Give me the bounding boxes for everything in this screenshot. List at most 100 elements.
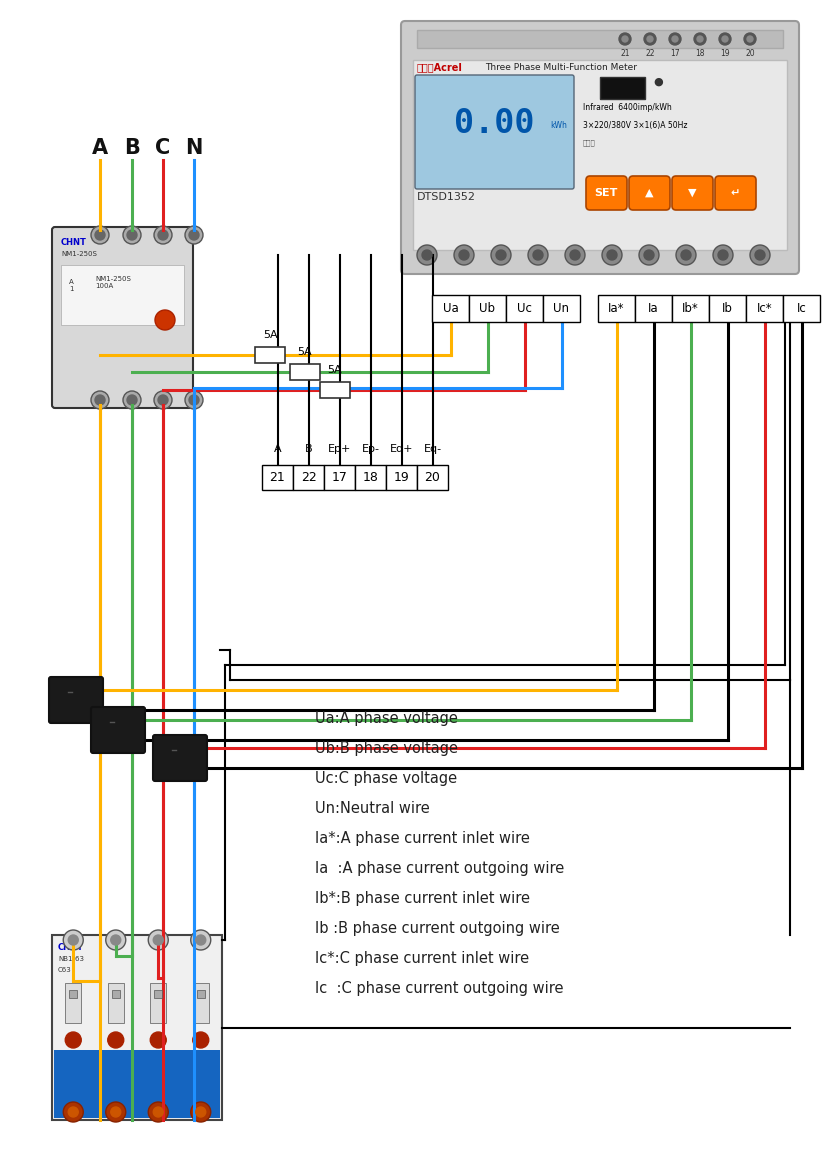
Circle shape — [747, 36, 753, 41]
Circle shape — [528, 245, 548, 265]
Circle shape — [107, 1032, 124, 1049]
Bar — [192, 983, 209, 1023]
Text: Ub:B phase voltage: Ub:B phase voltage — [315, 740, 458, 755]
Bar — [413, 60, 787, 250]
Circle shape — [622, 36, 628, 41]
Text: Eq-: Eq- — [424, 444, 442, 453]
FancyBboxPatch shape — [49, 677, 103, 723]
Circle shape — [719, 33, 731, 45]
Bar — [154, 990, 162, 998]
Circle shape — [644, 33, 656, 45]
Bar — [417, 465, 448, 490]
FancyBboxPatch shape — [415, 75, 574, 189]
Bar — [320, 382, 350, 398]
Text: 5A: 5A — [297, 346, 312, 357]
Bar — [355, 465, 386, 490]
Bar — [432, 295, 469, 322]
Circle shape — [722, 36, 728, 41]
Text: Un:Neutral wire: Un:Neutral wire — [315, 800, 430, 816]
Circle shape — [148, 930, 169, 950]
Circle shape — [191, 1102, 211, 1122]
Text: Infrared  6400imp/kWh: Infrared 6400imp/kWh — [583, 102, 672, 112]
Bar — [324, 465, 355, 490]
Circle shape — [185, 226, 203, 244]
Text: ▲: ▲ — [645, 188, 653, 198]
Text: 5A: 5A — [263, 330, 278, 340]
Text: NB1-63: NB1-63 — [58, 956, 84, 962]
Circle shape — [619, 33, 631, 45]
Text: NM1-250S: NM1-250S — [61, 251, 97, 257]
Bar — [469, 295, 506, 322]
Text: Ib*:B phase current inlet wire: Ib*:B phase current inlet wire — [315, 891, 530, 906]
Circle shape — [417, 245, 437, 265]
Circle shape — [154, 1107, 164, 1116]
Text: 17: 17 — [331, 471, 348, 485]
Circle shape — [69, 935, 78, 945]
Circle shape — [192, 1032, 209, 1049]
Circle shape — [744, 33, 756, 45]
Text: NM1-250S
100A: NM1-250S 100A — [95, 275, 131, 289]
Text: Ua: Ua — [443, 302, 458, 315]
Text: 21: 21 — [620, 48, 629, 58]
Circle shape — [496, 250, 506, 260]
FancyBboxPatch shape — [629, 176, 670, 209]
Circle shape — [111, 1107, 121, 1116]
Text: 18: 18 — [695, 48, 705, 58]
Circle shape — [713, 245, 733, 265]
Bar — [290, 364, 320, 380]
Bar — [783, 295, 820, 322]
Text: Ep+: Ep+ — [328, 444, 351, 453]
Circle shape — [106, 1102, 126, 1122]
Text: Ub: Ub — [480, 302, 496, 315]
Circle shape — [64, 930, 83, 950]
Text: Ia*: Ia* — [608, 302, 624, 315]
Bar — [598, 295, 635, 322]
Text: C: C — [155, 138, 171, 158]
Circle shape — [647, 36, 653, 41]
Circle shape — [155, 310, 175, 330]
Bar — [543, 295, 580, 322]
Text: Ic*: Ic* — [757, 302, 772, 315]
Circle shape — [189, 230, 199, 241]
Bar — [112, 990, 120, 998]
Bar — [61, 265, 184, 325]
Text: SET: SET — [595, 188, 618, 198]
Text: 5A: 5A — [328, 365, 342, 375]
Bar — [197, 990, 205, 998]
Bar — [709, 295, 746, 322]
Text: Eq+: Eq+ — [390, 444, 413, 453]
Text: 20: 20 — [425, 471, 440, 485]
Bar — [417, 30, 783, 48]
Text: Ua:A phase voltage: Ua:A phase voltage — [315, 710, 458, 725]
Text: 工单号: 工单号 — [583, 139, 596, 146]
Circle shape — [694, 33, 706, 45]
Circle shape — [123, 226, 141, 244]
Text: C63: C63 — [58, 967, 72, 973]
Bar — [262, 465, 293, 490]
Text: A: A — [92, 138, 108, 158]
Text: B: B — [305, 444, 312, 453]
Circle shape — [65, 1032, 81, 1049]
Text: ↵: ↵ — [730, 188, 740, 198]
Text: Ib :B phase current outgoing wire: Ib :B phase current outgoing wire — [315, 921, 560, 936]
Text: 21: 21 — [269, 471, 285, 485]
Circle shape — [669, 33, 681, 45]
Text: 3×220/380V 3×1(6)A 50Hz: 3×220/380V 3×1(6)A 50Hz — [583, 121, 687, 130]
Circle shape — [154, 226, 172, 244]
Bar — [54, 1050, 220, 1118]
Text: CHNT: CHNT — [61, 237, 87, 246]
Text: A: A — [273, 444, 282, 453]
FancyBboxPatch shape — [91, 707, 145, 753]
Circle shape — [533, 250, 543, 260]
Circle shape — [750, 245, 770, 265]
FancyBboxPatch shape — [401, 21, 799, 274]
Bar — [386, 465, 417, 490]
Circle shape — [570, 250, 580, 260]
Bar — [65, 983, 81, 1023]
Text: ▼: ▼ — [688, 188, 696, 198]
Text: Ia  :A phase current outgoing wire: Ia :A phase current outgoing wire — [315, 861, 564, 876]
FancyBboxPatch shape — [153, 735, 207, 782]
Circle shape — [189, 395, 199, 405]
Circle shape — [681, 250, 691, 260]
Text: B: B — [124, 138, 140, 158]
